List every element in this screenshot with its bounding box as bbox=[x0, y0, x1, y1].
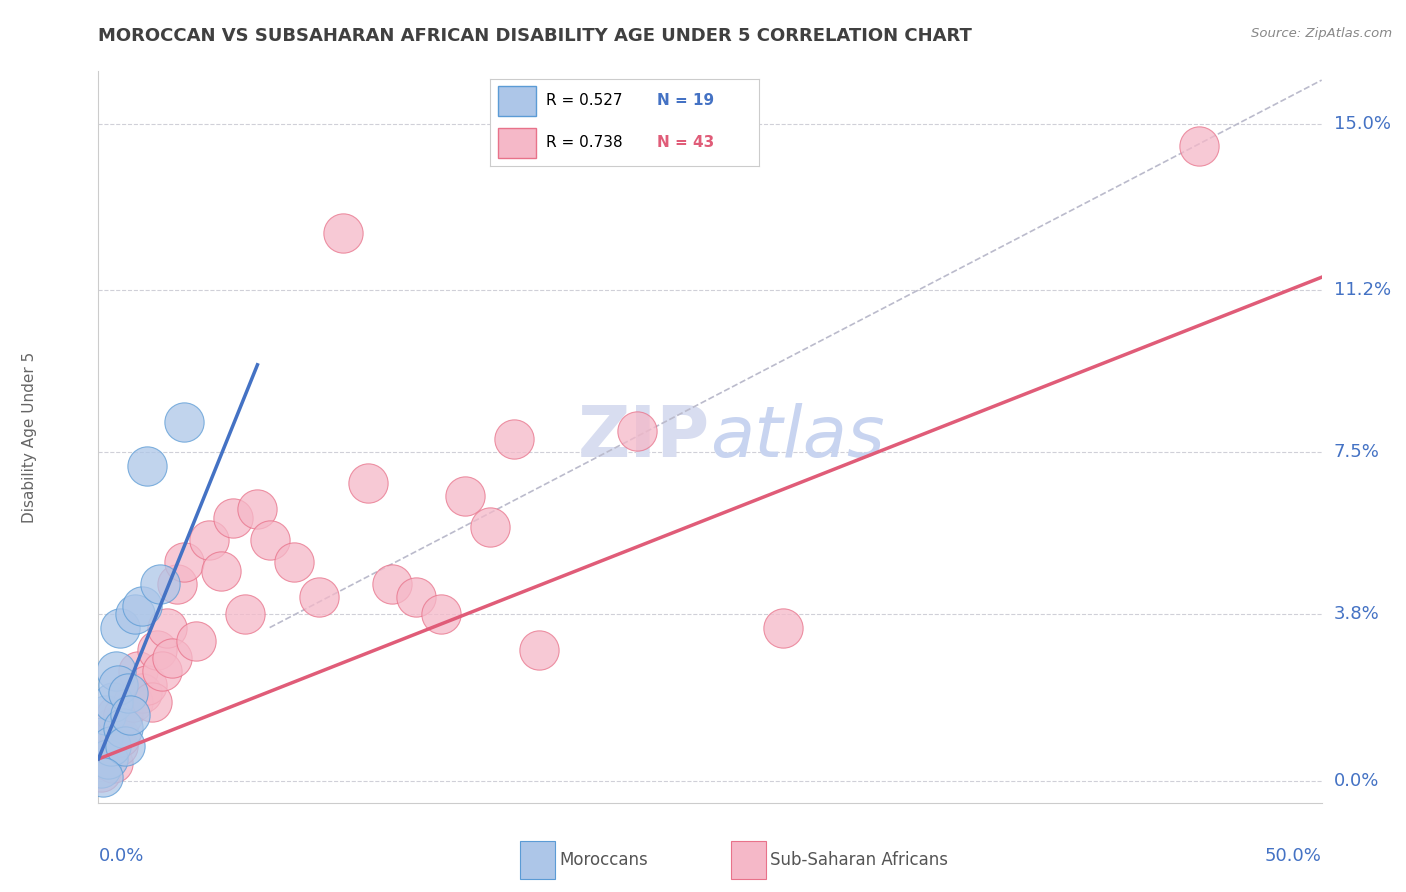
Point bbox=[186, 633, 208, 648]
Point bbox=[136, 458, 159, 473]
Point bbox=[131, 599, 153, 613]
Point bbox=[222, 511, 245, 525]
Point bbox=[110, 730, 132, 744]
Point bbox=[111, 722, 134, 736]
Point bbox=[101, 695, 124, 709]
Point bbox=[259, 533, 281, 547]
Point bbox=[100, 739, 122, 753]
Point bbox=[97, 730, 120, 744]
Point bbox=[233, 607, 256, 622]
Point bbox=[100, 722, 122, 736]
Point bbox=[454, 489, 477, 503]
Point bbox=[149, 576, 172, 591]
Point bbox=[150, 665, 173, 679]
Text: Sub-Saharan Africans: Sub-Saharan Africans bbox=[770, 851, 949, 869]
Point bbox=[160, 651, 183, 665]
Point bbox=[1188, 138, 1211, 153]
Point bbox=[141, 695, 163, 709]
Text: MOROCCAN VS SUBSAHARAN AFRICAN DISABILITY AGE UNDER 5 CORRELATION CHART: MOROCCAN VS SUBSAHARAN AFRICAN DISABILIT… bbox=[98, 27, 973, 45]
Point bbox=[91, 730, 114, 744]
Point bbox=[430, 607, 453, 622]
Text: 11.2%: 11.2% bbox=[1334, 281, 1391, 300]
Point bbox=[173, 415, 195, 429]
Point bbox=[107, 677, 129, 691]
Text: ZIP: ZIP bbox=[578, 402, 710, 472]
Point bbox=[332, 227, 354, 241]
Point bbox=[131, 686, 153, 700]
Text: Moroccans: Moroccans bbox=[560, 851, 648, 869]
Point bbox=[156, 621, 179, 635]
Point bbox=[381, 576, 404, 591]
Point bbox=[94, 739, 117, 753]
Point bbox=[90, 761, 112, 775]
Point bbox=[283, 555, 305, 569]
Point bbox=[503, 432, 526, 446]
Text: 7.5%: 7.5% bbox=[1334, 443, 1379, 461]
Text: Disability Age Under 5: Disability Age Under 5 bbox=[22, 351, 38, 523]
Text: 0.0%: 0.0% bbox=[1334, 772, 1379, 790]
Point bbox=[146, 642, 169, 657]
Point bbox=[356, 476, 378, 491]
Point bbox=[166, 576, 188, 591]
Point bbox=[173, 555, 195, 569]
Point bbox=[136, 677, 159, 691]
Point bbox=[121, 695, 143, 709]
Point bbox=[104, 665, 127, 679]
Point bbox=[127, 665, 149, 679]
Text: Source: ZipAtlas.com: Source: ZipAtlas.com bbox=[1251, 27, 1392, 40]
Point bbox=[91, 770, 114, 784]
Point bbox=[114, 739, 136, 753]
Text: 15.0%: 15.0% bbox=[1334, 115, 1391, 133]
Point bbox=[104, 708, 127, 723]
Point bbox=[772, 621, 794, 635]
Point bbox=[478, 520, 501, 534]
Point bbox=[405, 590, 427, 604]
Point bbox=[120, 708, 142, 723]
Point bbox=[117, 686, 139, 700]
Text: 3.8%: 3.8% bbox=[1334, 606, 1379, 624]
Point bbox=[209, 564, 232, 578]
Point bbox=[91, 752, 114, 766]
Point bbox=[626, 424, 648, 438]
Point bbox=[107, 739, 129, 753]
Point bbox=[111, 708, 134, 723]
Point bbox=[117, 686, 139, 700]
Point bbox=[101, 756, 124, 771]
Point bbox=[197, 533, 219, 547]
Text: 0.0%: 0.0% bbox=[98, 847, 143, 864]
Point bbox=[97, 752, 120, 766]
Point bbox=[90, 765, 112, 780]
Text: 50.0%: 50.0% bbox=[1265, 847, 1322, 864]
Text: atlas: atlas bbox=[710, 402, 884, 472]
Point bbox=[124, 607, 146, 622]
Point bbox=[246, 502, 269, 516]
Point bbox=[308, 590, 330, 604]
Point bbox=[110, 621, 132, 635]
Point bbox=[94, 708, 117, 723]
Point bbox=[527, 642, 550, 657]
